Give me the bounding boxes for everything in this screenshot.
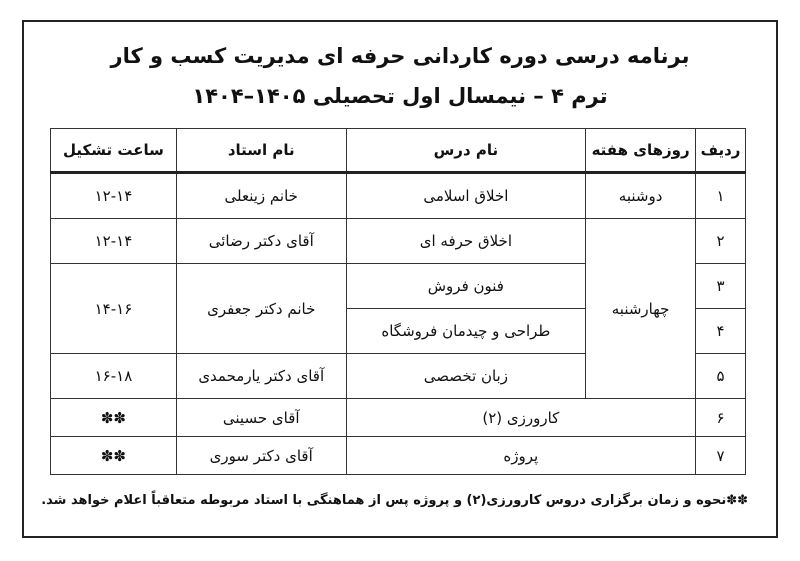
row-number: ۱ <box>695 172 746 219</box>
page-title: برنامه درسی دوره کاردانی حرفه ای مدیریت … <box>110 44 690 68</box>
teacher-name: خانم زینعلی <box>175 172 347 219</box>
document-frame <box>22 20 778 538</box>
schedule-table: ردیف روزهای هفته نام درس نام استاد ساعت … <box>50 128 746 475</box>
class-time: ۱۲-۱۴ <box>50 218 177 264</box>
course-name: طراحی و چیدمان فروشگاه <box>345 308 587 354</box>
row-number: ۷ <box>695 436 746 475</box>
teacher-name: آقای دکتر رضائی <box>175 218 347 264</box>
course-name: کارورزی (۲) <box>345 398 697 437</box>
table-row: ۷ پروژه آقای دکتر سوری ✽✽ <box>50 436 746 475</box>
row-number: ۴ <box>695 308 746 354</box>
row-number: ۲ <box>695 218 746 264</box>
row-number: ۵ <box>695 353 746 399</box>
weekday: دوشنبه <box>585 172 697 219</box>
table-row: ۱ دوشنبه اخلاق اسلامی خانم زینعلی ۱۲-۱۴ <box>50 172 746 219</box>
header-teacher: نام استاد <box>175 128 347 174</box>
class-time: ✽✽ <box>50 436 177 475</box>
table-row: ۶ کارورزی (۲) آقای حسینی ✽✽ <box>50 398 746 437</box>
class-time: ✽✽ <box>50 398 177 437</box>
teacher-name: آقای حسینی <box>175 398 347 437</box>
header-course: نام درس <box>345 128 587 174</box>
header-weekday: روزهای هفته <box>585 128 697 174</box>
class-time: ۱۲-۱۴ <box>50 172 177 219</box>
course-name: اخلاق حرفه ای <box>345 218 587 264</box>
class-time: ۱۶-۱۸ <box>50 353 177 399</box>
course-name: اخلاق اسلامی <box>345 172 587 219</box>
teacher-name: خانم دکتر جعفری <box>175 263 347 354</box>
teacher-name: آقای دکتر سوری <box>175 436 347 475</box>
footnote: ✽✽نحوه و زمان برگزاری دروس کارورزی(۲) و … <box>41 493 748 508</box>
row-number: ۶ <box>695 398 746 437</box>
header-row-number: ردیف <box>695 128 746 174</box>
row-number: ۳ <box>695 263 746 309</box>
course-name: زبان تخصصی <box>345 353 587 399</box>
course-name: فنون فروش <box>345 263 587 309</box>
table-row: ۴ طراحی و چیدمان فروشگاه <box>51 308 746 354</box>
page-subtitle: ترم ۴ – نیمسال اول تحصیلی ۱۴۰۵–۱۴۰۴ <box>192 84 608 108</box>
course-name: پروژه <box>345 436 697 475</box>
table-row: ۲ چهارشنبه اخلاق حرفه ای آقای دکتر رضائی… <box>50 218 746 399</box>
table-row: ۳ فنون فروش خانم دکتر جعفری ۱۴-۱۶ <box>50 263 746 354</box>
teacher-name: آقای دکتر یارمحمدی <box>175 353 347 399</box>
table-row: ۵ زبان تخصصی آقای دکتر یارمحمدی ۱۶-۱۸ <box>50 353 746 399</box>
table-header-row: ردیف روزهای هفته نام درس نام استاد ساعت … <box>50 128 746 174</box>
class-time: ۱۴-۱۶ <box>50 263 177 354</box>
header-time: ساعت تشکیل <box>50 128 177 174</box>
weekday: چهارشنبه <box>585 218 697 399</box>
